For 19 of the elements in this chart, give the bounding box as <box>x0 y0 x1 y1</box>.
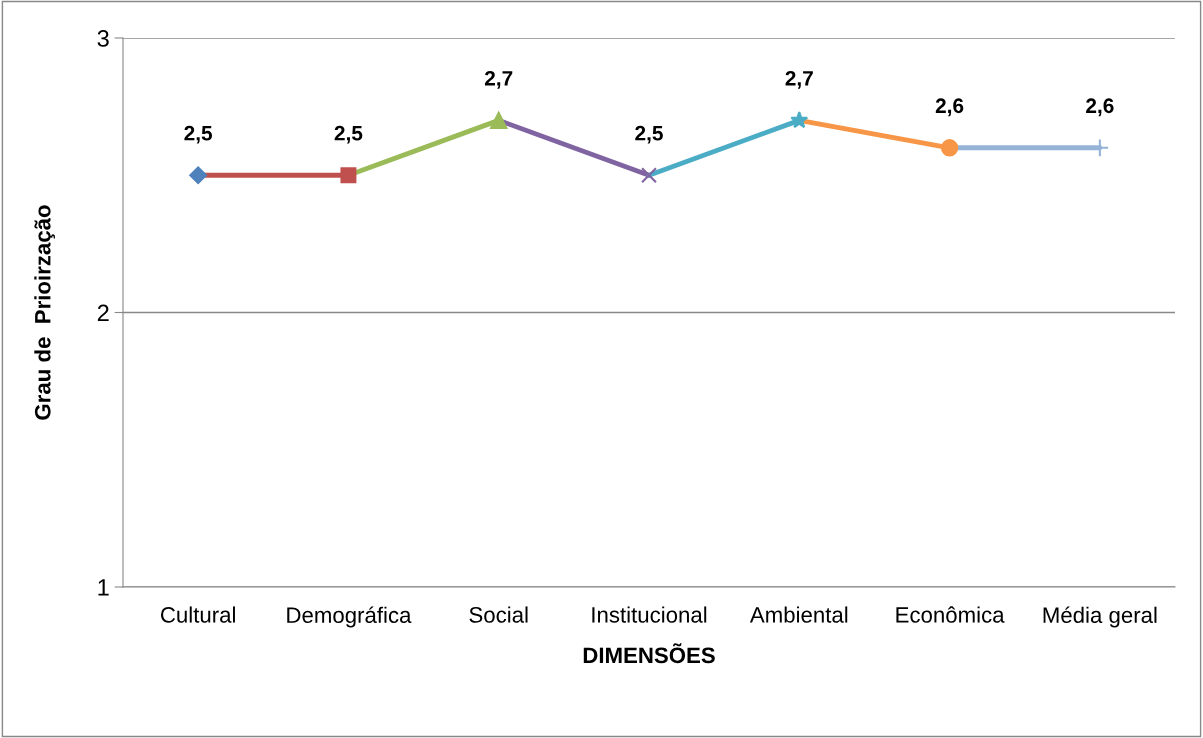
x-tick-label: Demográfica <box>287 606 412 628</box>
x-axis-title: DIMENSÕES <box>583 643 715 664</box>
x-tick-label: Econômica <box>896 606 1005 623</box>
data-label: 2,5 <box>334 125 363 144</box>
x-tick-label: Cultural <box>160 606 235 623</box>
x-tick-label: Institucional <box>592 606 707 623</box>
data-label: 2,5 <box>635 125 663 144</box>
y-tick-label: 1 <box>98 579 109 596</box>
y-tick-label: 3 <box>97 30 109 47</box>
y-tick-label: 2 <box>97 304 109 322</box>
x-tick-label: Ambiental <box>749 606 848 623</box>
data-label: 2,7 <box>785 70 813 89</box>
data-label: 2,7 <box>484 70 513 89</box>
x-tick-label: Média geral <box>1043 606 1157 628</box>
x-tick-label: Social <box>469 606 528 623</box>
y-axis-title: Grau de Prioirzação <box>34 205 56 420</box>
data-label: 2,5 <box>184 125 213 144</box>
data-label: 2,6 <box>1086 98 1114 117</box>
data-label: 2,6 <box>935 98 964 117</box>
